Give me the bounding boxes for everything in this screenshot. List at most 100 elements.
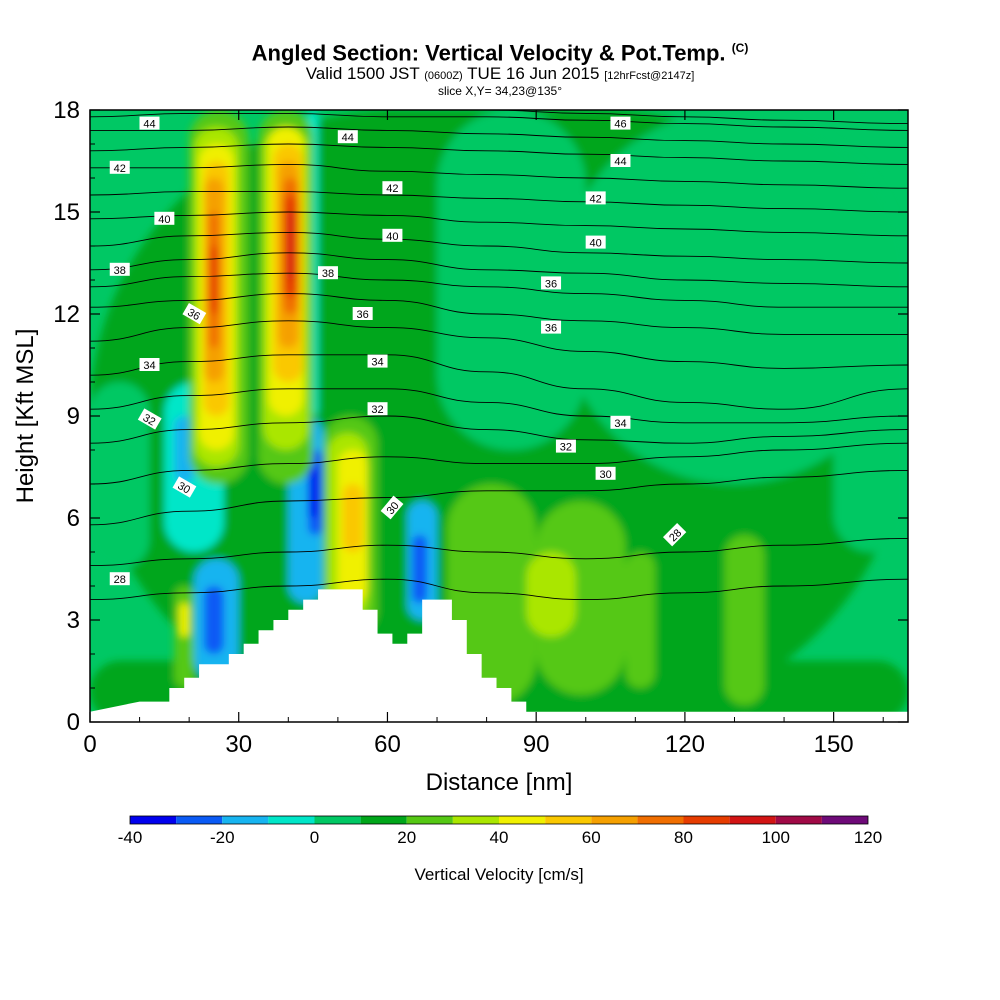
velocity-region [437,110,586,450]
colorbar-swatch [591,816,638,824]
theta-label-box [585,191,606,205]
theta-label-text: 36 [545,323,557,335]
theta-label-text: 40 [158,214,170,226]
theta-label-text: 40 [590,238,602,250]
x-tick-label: 0 [83,731,96,758]
theta-label-text: 32 [371,404,383,416]
theta-label-text: 28 [114,574,126,586]
x-tick-label: 120 [665,731,705,758]
theta-contour [90,578,908,601]
theta-label: 36 [541,320,562,335]
theta-label-text: 42 [386,183,398,195]
theta-label-text: 36 [185,307,202,324]
theta-label: 32 [367,402,388,416]
theta-label: 44 [139,116,160,131]
theta-label-box [109,160,130,174]
theta-label: 44 [610,154,631,168]
x-tick-label: 60 [374,731,401,758]
theta-contour [90,126,908,148]
colorbar-swatch [314,816,361,824]
valid-time-line: Valid 1500 JST (0600Z) TUE 16 Jun 2015 [… [0,65,1000,85]
valid-fcst: [12hrFcst@2147z] [604,70,695,83]
colorbar: -40 -20 0 20 40 60 80 100 120 [118,815,882,847]
colorbar-swatch [222,816,269,824]
theta-label-box [367,402,388,416]
y-tick-label: 0 [67,709,80,736]
theta-label: 42 [109,160,130,175]
theta-label-text: 42 [590,193,602,205]
theta-label-box [541,320,562,334]
theta-label: 36 [352,307,373,321]
theta-contour [90,163,908,189]
colorbar-tick-label: 40 [490,828,509,847]
colorbar-tick-label: 20 [397,828,416,847]
theta-label-text: 36 [357,309,369,321]
terrain [90,589,908,722]
theta-label-text: 36 [545,278,557,290]
velocity-region [560,110,908,484]
theta-label-box [139,358,160,371]
theta-label-text: 32 [560,442,572,454]
theta-label: 44 [337,130,358,144]
y-axis-title: Height [Kft MSL] [12,329,39,504]
theta-label-box [610,116,631,130]
slice-line: slice X,Y= 34,23@135° [437,84,563,99]
theta-label: 32 [137,408,162,430]
theta-label: 34 [139,358,160,372]
theta-label-box [317,266,338,280]
theta-label: 42 [585,191,606,205]
y-tick-label: 9 [67,403,80,430]
velocity-region [446,484,537,705]
theta-label-text: 38 [114,265,126,277]
theta-label-box [137,408,162,430]
theta-label: 42 [382,181,403,195]
chart-title: Angled Section: Vertical Velocity & Pot.… [0,36,1000,65]
theta-label-text: 32 [141,412,158,429]
theta-label-text: 42 [114,163,126,175]
colorbar-swatch [499,816,546,824]
theta-label-box [382,181,403,195]
velocity-region [833,314,908,552]
theta-contour [90,469,908,526]
colorbar-swatch [545,816,592,824]
colorbar-tick-label: 100 [762,828,790,847]
y-tick-label: 15 [53,199,80,226]
theta-label-text: 44 [614,156,626,168]
y-tick-label: 18 [53,97,80,124]
theta-label-box [585,235,606,249]
theta-label-box [662,522,687,547]
colorbar-tick-label: 120 [854,828,882,847]
valid-date: TUE 16 Jun 2015 [467,64,600,84]
theta-label: 36 [182,302,207,325]
velocity-region [308,467,319,518]
valid-prefix: Valid 1500 JST [305,64,420,84]
theta-label: 36 [541,276,562,290]
velocity-fill-layer [90,110,908,722]
x-tick-label: 30 [225,731,252,758]
colorbar-tick-label: 80 [674,828,693,847]
velocity-region [288,212,294,280]
theta-label: 38 [317,266,338,280]
theta-label: 30 [595,466,616,481]
velocity-region [342,484,363,552]
theta-label-box [109,572,130,586]
theta-label-text: 34 [143,360,155,372]
theta-label-text: 38 [322,268,334,280]
theta-label-box [541,276,562,290]
theta-contour [90,415,908,444]
x-tick-label: 150 [814,731,854,758]
colorbar-swatch [683,816,730,824]
colorbar-swatch [452,816,499,824]
theta-label: 40 [154,211,175,226]
chart-title-tag: (C) [731,41,749,55]
theta-label-box [610,154,631,167]
x-tick-label: 90 [523,731,550,758]
theta-label-text: 44 [143,119,155,131]
velocity-region [90,382,150,569]
theta-label: 28 [109,572,130,586]
chart-title-text: Angled Section: Vertical Velocity & Pot.… [251,40,726,66]
